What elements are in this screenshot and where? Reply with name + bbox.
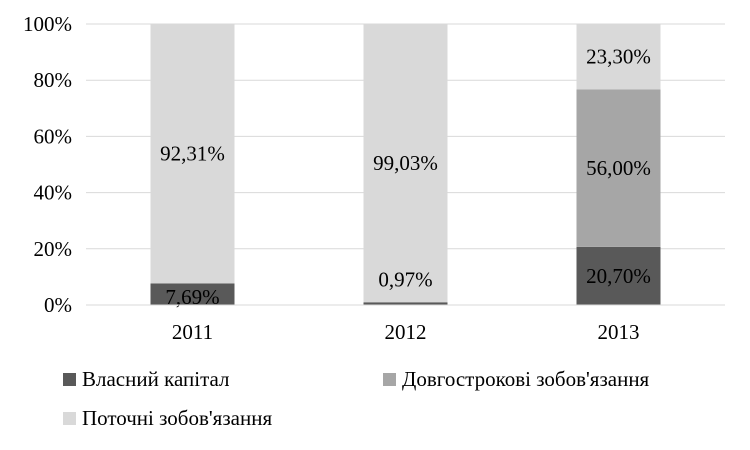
bar-segment bbox=[150, 283, 235, 305]
y-axis-ticks: 0% 20% 40% 60% 80% 100% bbox=[23, 12, 72, 317]
legend-label: Поточні зобов'язання bbox=[82, 406, 272, 430]
legend-label: Власний капітал bbox=[82, 367, 230, 391]
y-tick-label: 100% bbox=[23, 12, 72, 36]
data-label: 0,97% bbox=[378, 267, 432, 291]
y-tick-label: 40% bbox=[34, 181, 73, 205]
data-label: 92,31% bbox=[160, 142, 225, 166]
legend-swatch bbox=[63, 373, 76, 386]
x-tick-label: 2012 bbox=[385, 320, 427, 344]
data-label: 20,70% bbox=[586, 264, 651, 288]
bar-segment bbox=[576, 24, 661, 90]
legend-label: Довгострокові зобов'язання bbox=[402, 367, 650, 391]
data-label: 23,30% bbox=[586, 45, 651, 69]
data-label: 99,03% bbox=[373, 151, 438, 175]
x-axis-ticks: 2011 2012 2013 bbox=[172, 320, 640, 344]
bars bbox=[150, 24, 661, 305]
x-tick-label: 2013 bbox=[598, 320, 640, 344]
bar-segment bbox=[150, 24, 235, 284]
bar-segment bbox=[363, 302, 448, 305]
x-tick-label: 2011 bbox=[172, 320, 213, 344]
bar-segment bbox=[576, 246, 661, 305]
legend: Власний капітал Довгострокові зобов'язанн… bbox=[63, 367, 650, 430]
bar-segment bbox=[576, 89, 661, 247]
legend-swatch bbox=[63, 412, 76, 425]
y-tick-label: 20% bbox=[34, 237, 73, 261]
bar-segment bbox=[363, 24, 448, 303]
legend-swatch bbox=[383, 373, 396, 386]
y-tick-label: 0% bbox=[44, 293, 72, 317]
y-tick-label: 60% bbox=[34, 124, 73, 148]
data-label: 56,00% bbox=[586, 156, 651, 180]
y-tick-label: 80% bbox=[34, 68, 73, 92]
